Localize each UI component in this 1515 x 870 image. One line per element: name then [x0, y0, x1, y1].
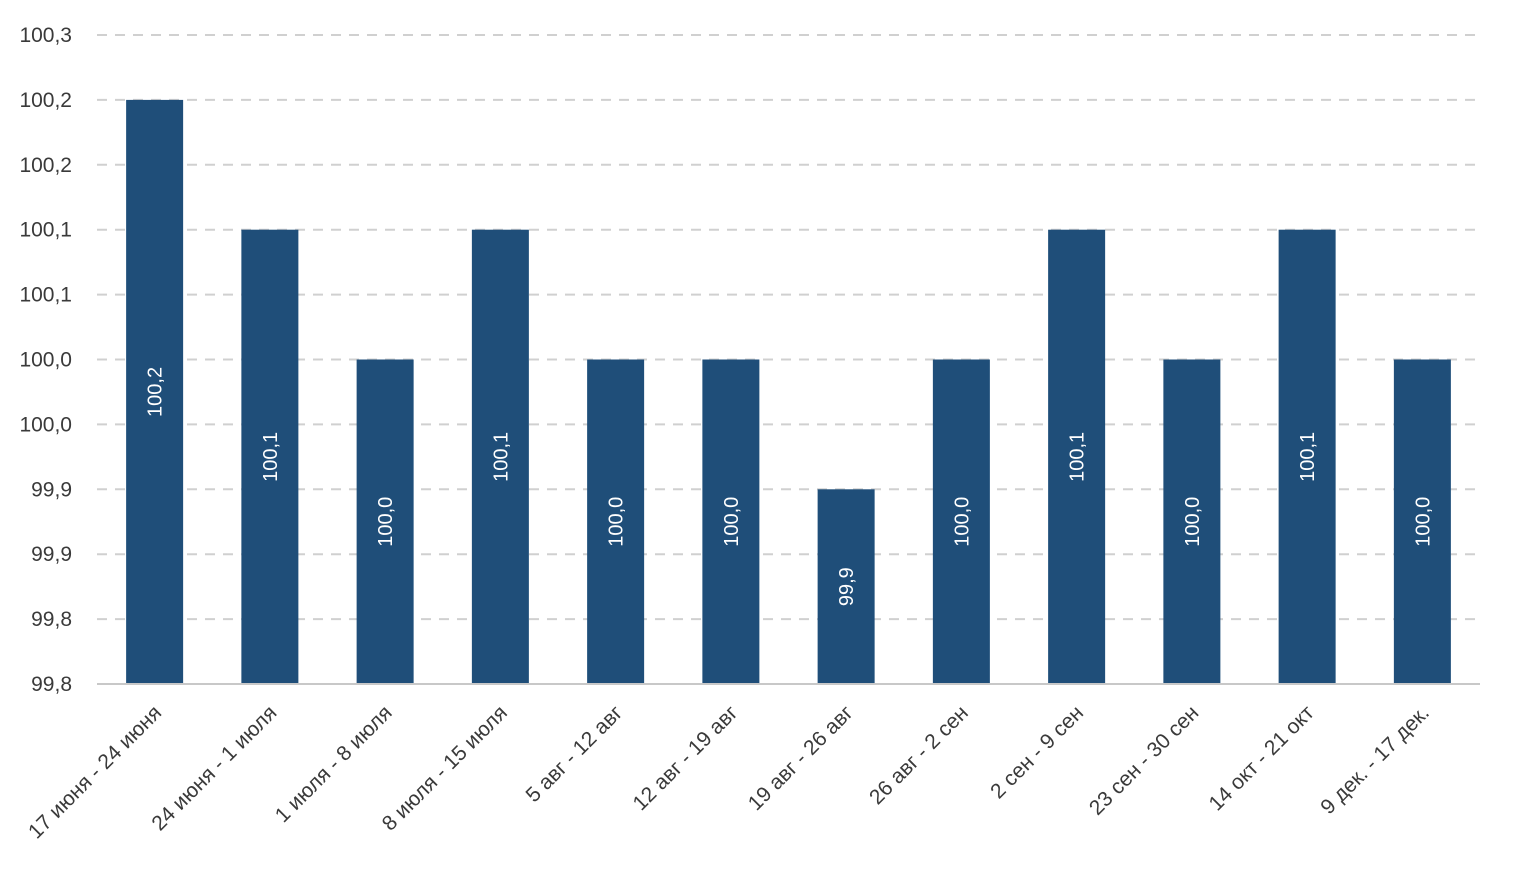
- bar-value-label: 100,1: [260, 432, 282, 482]
- bar: [1278, 229, 1336, 684]
- bar-value-label: 100,0: [721, 497, 743, 547]
- bar: [241, 229, 299, 684]
- bar: [1393, 359, 1451, 684]
- x-tick-label: 19 авг - 26 авг: [744, 701, 858, 815]
- bar: [126, 99, 184, 684]
- x-tick-label: 26 авг - 2 сен: [865, 701, 973, 809]
- bar-value-label: 100,1: [1067, 432, 1089, 482]
- y-tick-label: 100,2: [19, 89, 72, 112]
- bar-value-label: 100,0: [1182, 497, 1204, 547]
- bar-value-label: 100,1: [1297, 432, 1319, 482]
- x-tick-label: 14 окт - 21 окт: [1204, 701, 1318, 815]
- bars: 100,2 100,1 100,0 100,1 100,0 100,0 99,9 100,0 1…: [126, 99, 1451, 684]
- bar: [1163, 359, 1221, 684]
- bar: [356, 359, 414, 684]
- y-axis-ticks: 99,8 99,8 99,9 99,9 100,0 100,0 100,1 100,1 100,…: [19, 24, 72, 696]
- bar: [471, 229, 529, 684]
- bar-value-label: 100,0: [951, 497, 973, 547]
- y-tick-label: 99,9: [31, 543, 72, 566]
- y-tick-label: 99,8: [31, 608, 72, 631]
- y-tick-label: 100,3: [19, 24, 72, 47]
- x-tick-label: 1 июля - 8 июля: [271, 701, 397, 827]
- x-tick-label: 12 авг - 19 авг: [629, 701, 743, 815]
- y-tick-label: 100,2: [19, 154, 72, 177]
- bar-value-label: 100,0: [1412, 497, 1434, 547]
- bar-value-label: 100,0: [606, 497, 628, 547]
- bar: [702, 359, 760, 684]
- x-tick-label: 5 авг - 12 авг: [522, 701, 628, 807]
- bar-value-label: 100,1: [490, 432, 512, 482]
- bar: [932, 359, 990, 684]
- x-tick-label: 17 июня - 24 июня: [24, 701, 166, 843]
- y-tick-label: 100,1: [19, 284, 72, 307]
- bar: [587, 359, 645, 684]
- bar-value-label: 100,2: [145, 367, 167, 417]
- x-tick-label: 8 июля - 15 июля: [378, 701, 512, 835]
- y-tick-label: 99,9: [31, 478, 72, 501]
- y-tick-label: 100,0: [19, 413, 72, 436]
- x-tick-label: 24 июня - 1 июля: [147, 701, 281, 835]
- bar-value-label: 100,0: [375, 497, 397, 547]
- bar: [1048, 229, 1106, 684]
- bar: [817, 489, 875, 684]
- y-tick-label: 100,1: [19, 219, 72, 242]
- x-tick-label: 9 дек. - 17 дек.: [1316, 701, 1434, 819]
- y-tick-label: 99,8: [31, 673, 72, 696]
- gridlines: [97, 34, 1480, 621]
- bar-value-label: 99,9: [836, 567, 858, 606]
- y-tick-label: 100,0: [19, 349, 72, 372]
- x-tick-label: 2 сен - 9 сен: [986, 701, 1088, 803]
- x-tick-label: 23 сен - 30 сен: [1085, 701, 1204, 820]
